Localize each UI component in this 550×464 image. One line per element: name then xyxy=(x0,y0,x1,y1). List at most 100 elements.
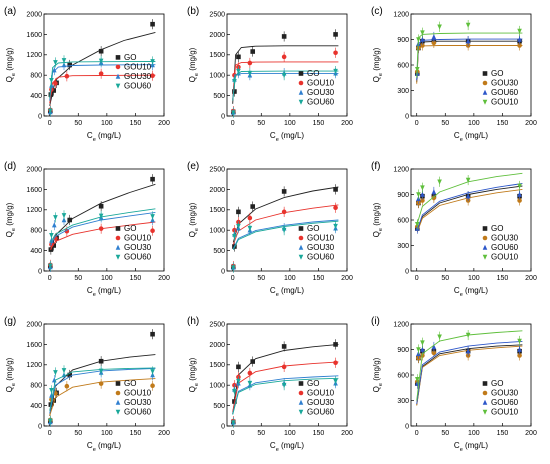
fit-line-GOU10 xyxy=(232,361,339,412)
legend-label-GO: GO xyxy=(124,224,136,233)
data-point-GOU10 xyxy=(98,71,104,76)
x-tick-label: 200 xyxy=(158,120,170,127)
data-point-GOU60 xyxy=(236,223,241,229)
legend-label-GO: GO xyxy=(307,69,319,78)
panel-label: (f) xyxy=(371,161,380,172)
data-point-GOU10 xyxy=(333,205,338,211)
data-point-GOU60 xyxy=(61,368,67,374)
fit-line-GOU60 xyxy=(232,220,339,251)
data-point-GO xyxy=(236,54,241,60)
data-point-GO xyxy=(51,398,57,403)
data-point-GOU10 xyxy=(98,381,104,386)
data-point-GOU10 xyxy=(416,192,421,198)
fit-line-GOU10 xyxy=(416,32,523,78)
fit-line-GOU10 xyxy=(416,330,523,401)
data-point-GOU30 xyxy=(431,195,437,201)
fit-line-GOU10 xyxy=(416,172,523,224)
data-point-GOU60 xyxy=(230,110,236,116)
data-point-GOU60 xyxy=(281,72,287,78)
legend-marker-GO xyxy=(115,226,121,231)
y-tick-label: 1200 xyxy=(26,362,42,369)
data-point-GOU10 xyxy=(247,215,253,221)
y-axis-title: Qe (mg/g) xyxy=(5,202,17,237)
data-point-GOU60 xyxy=(230,420,236,426)
legend-label-GOU10: GOU10 xyxy=(307,389,335,398)
y-tick-label: 1000 xyxy=(209,383,225,390)
data-point-GO xyxy=(150,176,155,182)
x-tick-label: 100 xyxy=(101,120,113,127)
x-tick-label: 50 xyxy=(257,275,265,282)
x-tick-label: 50 xyxy=(257,430,265,437)
fit-line-GOU60 xyxy=(49,208,156,244)
data-point-GOU60 xyxy=(61,213,67,219)
y-tick-label: 300 xyxy=(397,243,409,250)
legend-marker-GOU60 xyxy=(115,254,121,260)
y-tick-label: 2000 xyxy=(209,342,225,349)
x-axis-title: Ce (mg/L) xyxy=(270,441,305,453)
plot-frame xyxy=(43,323,165,427)
x-tick-label: 200 xyxy=(341,275,353,282)
data-point-GOU60 xyxy=(98,58,104,64)
data-point-GOU60 xyxy=(247,380,253,386)
data-point-GOU10 xyxy=(281,54,287,60)
chart-panel-i: (i) 0 300 600 900 1200 0 50 100 150 200 Ce (mg/L) Qe… xyxy=(371,316,537,453)
y-axis-title: Qe (mg/g) xyxy=(188,202,200,237)
legend-marker-GOU30 xyxy=(298,399,304,405)
chart-panel-f: (f) 0 300 600 900 1200 0 50 100 150 200 Ce (mg/L) Qe… xyxy=(371,161,537,298)
legend-label-GOU30: GOU30 xyxy=(491,234,519,243)
legend-marker-GOU30 xyxy=(298,89,304,95)
fit-line-GOU10 xyxy=(232,204,339,245)
data-point-GOU60 xyxy=(465,38,471,44)
legend-label-GOU60: GOU60 xyxy=(124,253,152,262)
data-point-GOU30 xyxy=(431,40,437,46)
data-point-GOU10 xyxy=(465,177,471,183)
data-point-GO xyxy=(250,49,256,54)
x-tick-label: 150 xyxy=(130,275,142,282)
series-GOU60 xyxy=(414,183,523,234)
series-GOU60 xyxy=(230,66,339,118)
chart-panel-c: (c) 0 300 600 900 1200 0 50 100 150 200 Ce (mg/L) Qe… xyxy=(371,6,537,143)
legend-label-GOU10: GOU10 xyxy=(491,253,519,262)
x-tick-label: 50 xyxy=(441,120,449,127)
y-tick-label: 0 xyxy=(405,268,409,275)
data-point-GOU30 xyxy=(431,350,437,356)
legend-marker-GO xyxy=(482,381,488,386)
data-point-GOU10 xyxy=(414,66,420,73)
legend-label-GO: GO xyxy=(491,224,503,233)
x-tick-label: 150 xyxy=(497,120,509,127)
legend-label-GOU60: GOU60 xyxy=(491,243,519,252)
data-point-GO xyxy=(51,88,57,93)
data-point-GOU10 xyxy=(64,228,70,234)
x-tick-label: 0 xyxy=(48,430,52,437)
y-tick-label: 800 xyxy=(30,73,42,80)
series-GOU60 xyxy=(47,208,156,271)
x-tick-label: 0 xyxy=(415,120,419,127)
data-point-GOU60 xyxy=(61,58,67,64)
chart-panel-g: (g) 0 400 800 1200 1600 2000 0 50 100 150 200 Ce (mg… xyxy=(4,316,170,453)
legend-marker-GOU30 xyxy=(482,80,488,86)
legend-marker-GOU60 xyxy=(115,409,121,415)
data-point-GOU60 xyxy=(333,378,338,384)
panel-label: (g) xyxy=(4,316,16,327)
x-axis-title: Ce (mg/L) xyxy=(87,441,122,453)
x-tick-label: 200 xyxy=(158,275,170,282)
series-GOU30 xyxy=(414,37,523,84)
data-point-GOU60 xyxy=(49,388,54,394)
fit-line-GOU60 xyxy=(49,61,156,99)
data-point-GOU60 xyxy=(517,36,522,42)
data-point-GO xyxy=(150,331,155,337)
x-tick-label: 150 xyxy=(313,275,325,282)
panel-label: (c) xyxy=(371,6,383,17)
x-tick-label: 150 xyxy=(313,430,325,437)
data-point-GOU60 xyxy=(150,214,155,220)
legend-marker-GO xyxy=(298,71,304,76)
legend-marker-GOU60 xyxy=(298,99,304,105)
legend-marker-GOU30 xyxy=(298,244,304,250)
x-tick-label: 100 xyxy=(468,275,480,282)
data-point-GOU60 xyxy=(150,369,155,375)
legend-marker-GOU60 xyxy=(482,89,488,95)
y-axis-title: Qe (mg/g) xyxy=(372,202,384,237)
panel-label: (i) xyxy=(371,316,380,327)
data-point-GOU60 xyxy=(420,346,425,352)
